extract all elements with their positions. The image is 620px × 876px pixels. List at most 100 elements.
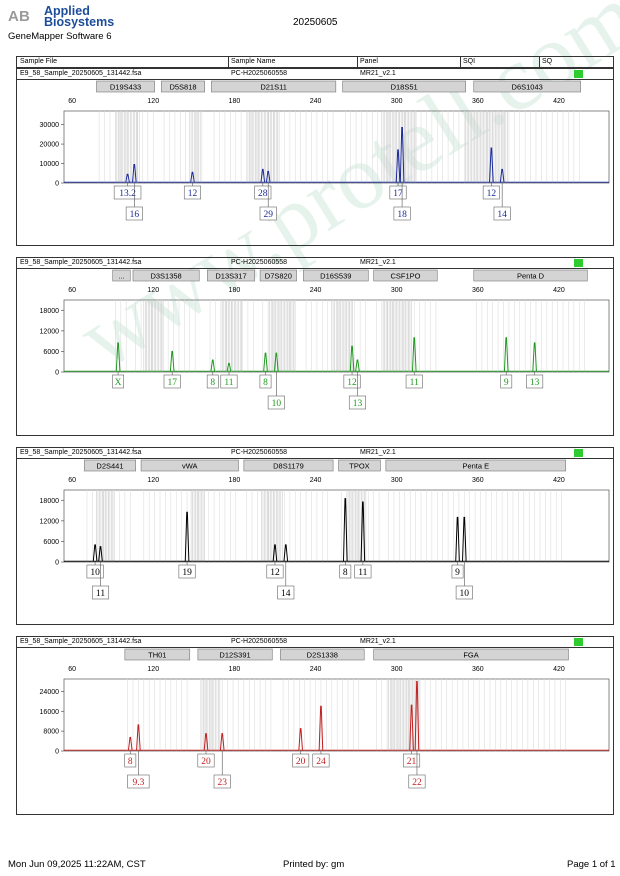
- y-tick-label: 18000: [40, 498, 60, 505]
- allele-label: 28: [258, 189, 268, 199]
- allele-box: [259, 374, 272, 389]
- marker-box: [473, 80, 581, 93]
- brand-line-2: Biosystems: [44, 15, 115, 29]
- x-tick-label: 120: [147, 477, 159, 484]
- peak: [184, 511, 190, 562]
- marker-label: TH01: [148, 651, 166, 660]
- peak: [399, 127, 405, 183]
- sample-file: E9_58_Sample_20250605_131442.fsa: [20, 259, 142, 266]
- marker-label: ...: [118, 272, 124, 281]
- plot-area: [63, 489, 610, 563]
- allele-label: 20: [201, 757, 211, 767]
- allele-label: 11: [224, 378, 233, 388]
- peak: [360, 501, 366, 562]
- x-tick-label: 180: [229, 98, 241, 105]
- allele-box: [292, 753, 310, 768]
- peak: [260, 168, 266, 183]
- panel-name: MR21_v2.1: [360, 259, 396, 266]
- peak: [127, 736, 133, 751]
- x-tick-label: 300: [391, 666, 403, 673]
- marker-box: [197, 648, 273, 661]
- x-tick-label: 420: [553, 98, 565, 105]
- x-tick-label: 180: [229, 666, 241, 673]
- panel-name: MR21_v2.1: [360, 70, 396, 77]
- peak: [272, 544, 278, 562]
- allele-box: [163, 374, 181, 389]
- marker-label: D16S539: [320, 272, 351, 281]
- peak: [125, 173, 130, 183]
- sample-panel-green: E9_58_Sample_20250605_131442.fsa PC-H202…: [16, 257, 614, 436]
- column-sqi: SQI: [463, 58, 476, 65]
- plot-area: [63, 678, 610, 752]
- x-tick-label: 300: [391, 98, 403, 105]
- x-tick-label: 60: [68, 666, 76, 673]
- allele-box: [92, 585, 110, 600]
- marker-label: D2S1338: [307, 651, 338, 660]
- footer-print-date: Mon Jun 09,2025 11:22AM, CST: [8, 859, 146, 870]
- allele-box: [354, 564, 372, 579]
- allele-box: [455, 585, 473, 600]
- allele-box: [183, 185, 201, 200]
- sqi-indicator: [574, 638, 583, 646]
- allele-box: [206, 374, 219, 389]
- peak: [219, 733, 225, 751]
- allele-label: 18: [397, 210, 407, 220]
- allele-box: [86, 564, 104, 579]
- svg-text:A: A: [8, 8, 19, 24]
- marker-box: [342, 80, 466, 93]
- allele-label: 9.3: [132, 778, 144, 788]
- allele-label: 29: [263, 210, 273, 220]
- column-sample-name: Sample Name: [231, 58, 276, 65]
- allele-label: 14: [281, 589, 291, 599]
- allele-label: 10: [272, 399, 282, 409]
- sqi-indicator: [574, 449, 583, 457]
- x-tick-label: 180: [229, 477, 241, 484]
- allele-label: 13: [353, 399, 363, 409]
- allele-label: 13.2: [119, 189, 136, 199]
- x-tick-label: 360: [472, 477, 484, 484]
- y-tick-label: 12000: [40, 328, 60, 335]
- allele-label: 8: [210, 378, 215, 388]
- marker-label: TPOX: [349, 462, 369, 471]
- column-panel: Panel: [360, 58, 378, 65]
- peak: [503, 337, 509, 372]
- allele-box: [403, 753, 421, 768]
- allele-box: [493, 206, 511, 221]
- plot-area: [63, 110, 610, 184]
- x-tick-label: 420: [553, 287, 565, 294]
- column-sample-file: Sample File: [20, 58, 57, 65]
- y-tick-label: 6000: [43, 539, 59, 546]
- marker-label: Penta D: [517, 272, 545, 281]
- allele-box: [526, 374, 544, 389]
- allele-label: X: [115, 378, 122, 388]
- x-tick-label: 420: [553, 666, 565, 673]
- marker-box: [112, 269, 131, 282]
- marker-label: D7S820: [265, 272, 292, 281]
- marker-box: [303, 269, 369, 282]
- allele-label: 22: [412, 778, 422, 788]
- allele-label: 10: [90, 568, 100, 578]
- x-tick-label: 120: [147, 98, 159, 105]
- allele-box: [408, 774, 426, 789]
- x-tick-label: 420: [553, 477, 565, 484]
- peak: [342, 498, 348, 562]
- y-tick-label: 6000: [43, 349, 59, 356]
- sample-file: E9_58_Sample_20250605_131442.fsa: [20, 70, 142, 77]
- marker-box: [132, 269, 200, 282]
- marker-label: D21S11: [260, 83, 287, 92]
- footer-printed-by: Printed by: gm: [283, 859, 345, 870]
- panel-name: MR21_v2.1: [360, 449, 396, 456]
- marker-label: D5S818: [169, 83, 196, 92]
- svg-text:B: B: [19, 8, 30, 24]
- allele-label: 17: [167, 378, 177, 388]
- peak: [283, 544, 289, 562]
- allele-label: 23: [217, 778, 227, 788]
- marker-label: D13S317: [215, 272, 246, 281]
- sample-panel-black: E9_58_Sample_20250605_131442.fsa PC-H202…: [16, 447, 614, 625]
- x-tick-label: 120: [147, 666, 159, 673]
- peak: [132, 164, 137, 183]
- peak: [414, 680, 420, 751]
- y-tick-label: 24000: [40, 689, 60, 696]
- x-tick-label: 60: [68, 287, 76, 294]
- allele-label: 14: [497, 210, 507, 220]
